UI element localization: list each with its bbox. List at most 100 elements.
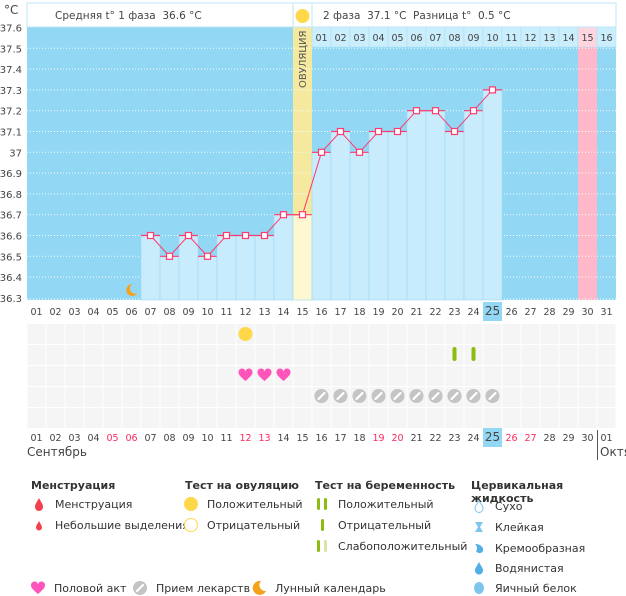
legend-label: Водянистая <box>495 561 564 575</box>
temperature-bar <box>292 214 313 301</box>
legend-label: Менструация <box>55 497 133 511</box>
day-label: 21 <box>410 307 422 318</box>
event-cell <box>559 387 578 407</box>
event-cell <box>369 366 388 386</box>
bottom-day-label: 01 <box>30 433 42 444</box>
one-bar-icon <box>314 518 330 532</box>
event-cell <box>521 408 540 428</box>
event-cell <box>578 408 597 428</box>
event-cell <box>331 345 350 365</box>
bottom-day-label: 30 <box>581 433 593 444</box>
event-cell <box>293 366 312 386</box>
event-cell <box>84 345 103 365</box>
event-cell <box>103 387 122 407</box>
pill-icon-stripe <box>450 391 459 401</box>
month-label-next: Октябрь <box>600 445 626 459</box>
y-tick-label: 37.2 <box>0 107 22 118</box>
event-cell <box>27 345 46 365</box>
event-cell <box>388 366 407 386</box>
y-tick-label: 36.9 <box>0 169 22 180</box>
legend-menstruation: Менструация <box>31 497 132 511</box>
event-cell <box>141 345 160 365</box>
event-cell <box>255 345 274 365</box>
event-cell <box>179 408 198 428</box>
cycle-day-label: 16 <box>600 33 612 44</box>
temperature-bar <box>368 131 389 301</box>
temperature-bar <box>197 255 218 301</box>
event-cell <box>369 345 388 365</box>
event-cell <box>426 345 445 365</box>
event-cell <box>84 366 103 386</box>
day-label: 19 <box>372 307 384 318</box>
event-cell <box>597 408 616 428</box>
y-tick-label: 36.4 <box>0 273 22 284</box>
event-cell <box>27 387 46 407</box>
pill-icon-stripe <box>431 391 440 401</box>
temperature-bar <box>330 131 351 301</box>
cycle-day-label: 09 <box>467 33 479 44</box>
temperature-bar <box>273 214 294 301</box>
legend-label: Прием лекарств <box>156 581 251 595</box>
legend-ovulation-negative: Отрицательный <box>183 518 300 532</box>
event-cell <box>502 324 521 344</box>
day-label: 16 <box>315 307 327 318</box>
event-cell <box>103 324 122 344</box>
pill-icon-stripe <box>355 391 364 401</box>
legend-pregnancy-negative: Отрицательный <box>314 518 431 532</box>
event-cell <box>217 324 236 344</box>
legend-cervical-creamy: Кремообразная <box>471 541 585 555</box>
day-label: 14 <box>277 307 289 318</box>
event-cell <box>65 324 84 344</box>
bottom-day-label: 17 <box>334 433 346 444</box>
event-cell <box>236 387 255 407</box>
legend-pregnancy-positive: Положительный <box>314 497 434 511</box>
event-cell <box>578 366 597 386</box>
event-cell <box>540 324 559 344</box>
bottom-day-label: 21 <box>410 433 422 444</box>
day-label: 31 <box>600 307 612 318</box>
event-cell <box>141 387 160 407</box>
legend-label: Небольшие выделения <box>55 518 189 532</box>
temperature-point <box>431 107 440 115</box>
event-cell <box>426 366 445 386</box>
event-cell <box>350 366 369 386</box>
legend-label: Отрицательный <box>338 518 432 532</box>
event-cell <box>388 324 407 344</box>
event-cell <box>293 324 312 344</box>
empty-circle-icon <box>183 518 199 532</box>
highlight-day-column <box>578 27 597 300</box>
bottom-day-label: 16 <box>315 433 327 444</box>
event-cell <box>597 366 616 386</box>
temperature-point <box>222 231 231 240</box>
event-cell <box>331 324 350 344</box>
heart-icon <box>238 368 253 381</box>
event-cell <box>198 387 217 407</box>
event-cell <box>483 366 502 386</box>
event-cell <box>46 366 65 386</box>
event-cell <box>179 366 198 386</box>
event-cell <box>122 324 141 344</box>
event-cell <box>46 324 65 344</box>
event-cell <box>141 408 160 428</box>
bottom-day-label: 05 <box>106 433 118 444</box>
temperature-point <box>298 211 307 219</box>
cycle-day-label: 05 <box>391 33 403 44</box>
temperature-bar <box>482 89 503 301</box>
temperature-bar <box>444 131 465 301</box>
event-cell <box>236 408 255 428</box>
bottom-day-label: 03 <box>68 433 80 444</box>
day-label: 27 <box>524 307 536 318</box>
day-label: 30 <box>581 307 593 318</box>
legend-spotting: Небольшие выделения <box>31 518 189 532</box>
event-cell <box>46 345 65 365</box>
event-cell <box>84 408 103 428</box>
event-cell <box>65 408 84 428</box>
legend-cervical-eggwhite: Яичный белок <box>471 581 577 595</box>
day-label: 12 <box>239 307 251 318</box>
pill-icon-stripe <box>393 391 402 401</box>
day-label: 15 <box>296 307 308 318</box>
temperature-bar <box>159 255 180 301</box>
bottom-day-label: 23 <box>448 433 460 444</box>
event-cell <box>559 324 578 344</box>
legend-cervical-title: Цервикальная жидкость <box>471 479 564 505</box>
